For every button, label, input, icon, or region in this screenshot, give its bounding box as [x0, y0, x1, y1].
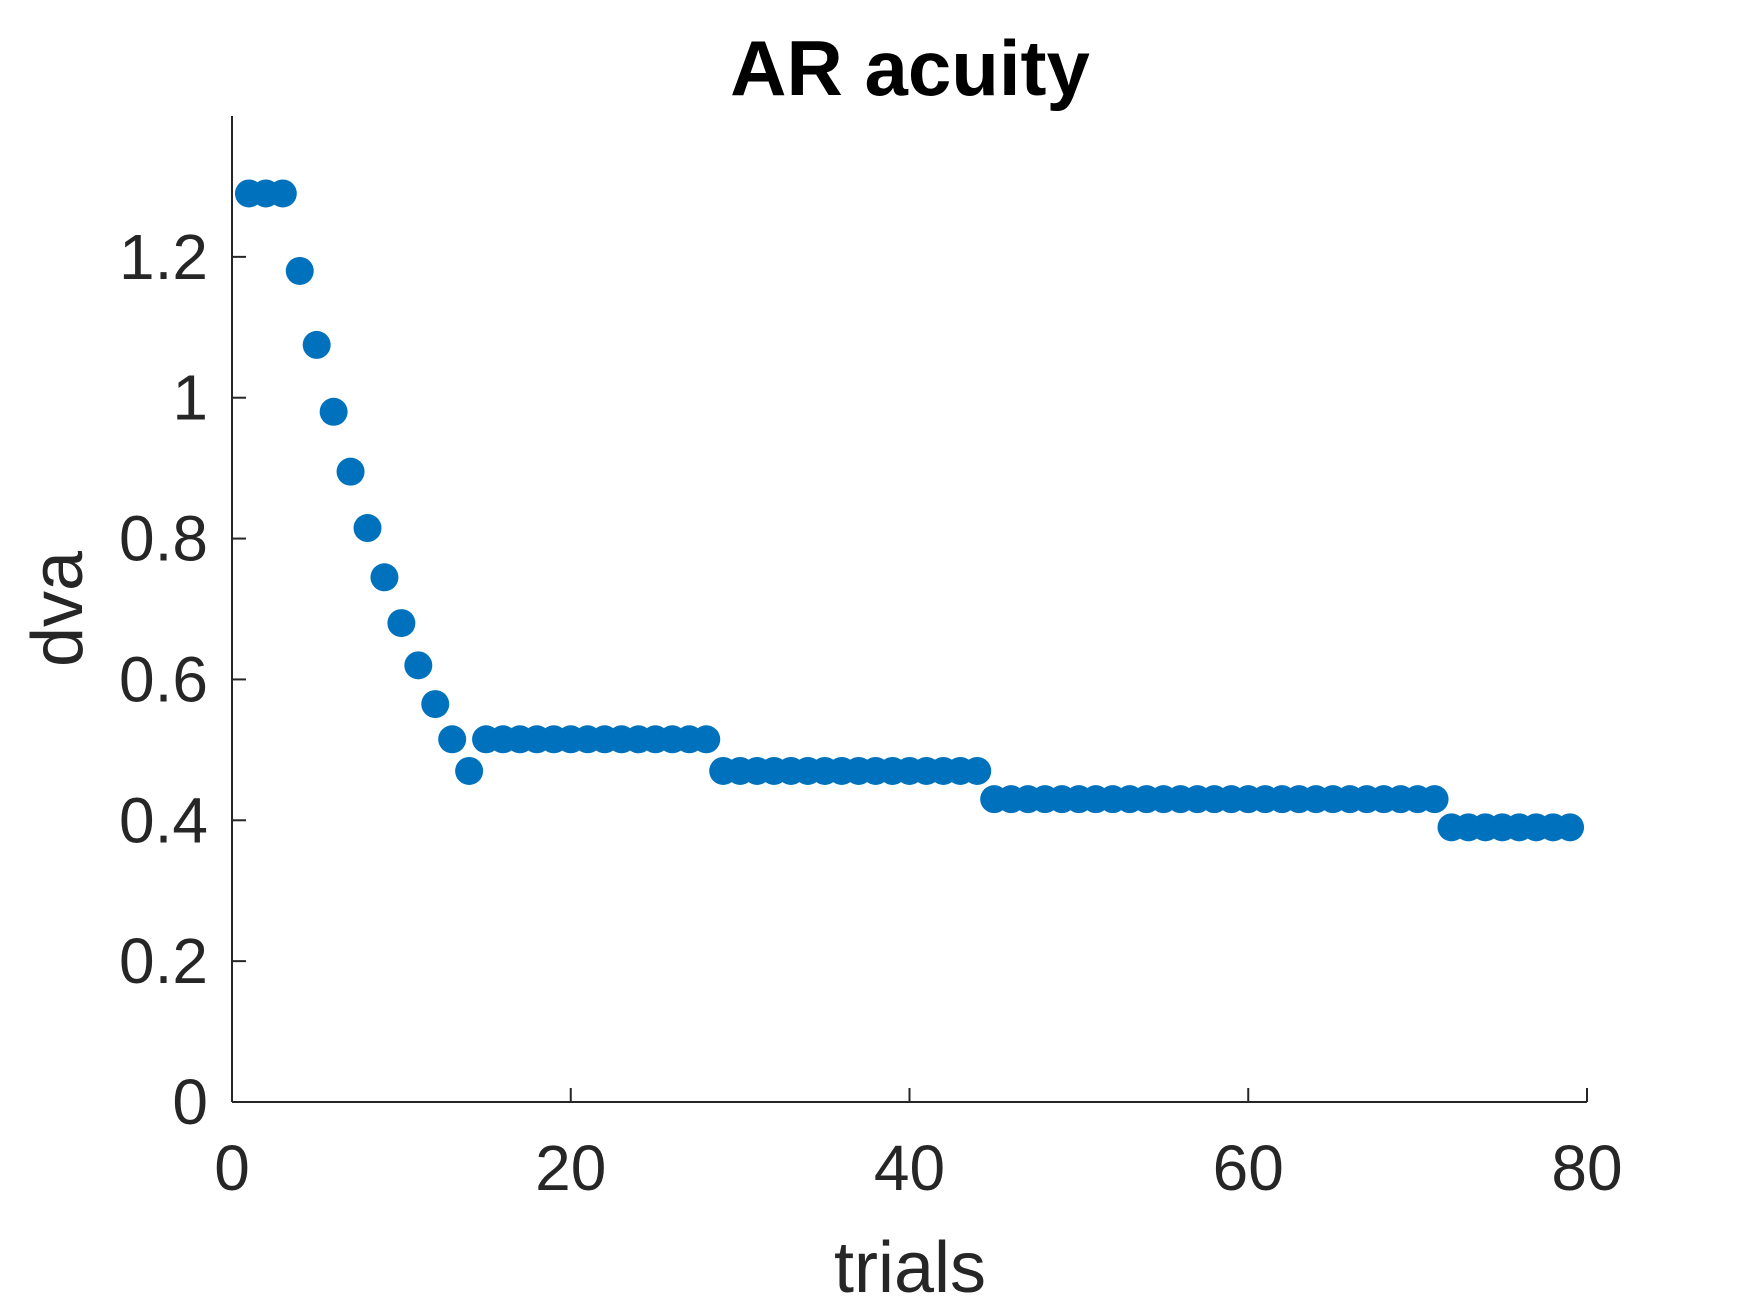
x-tick-label: 20	[535, 1132, 606, 1204]
data-point	[438, 725, 467, 754]
data-point	[319, 397, 348, 426]
x-axis-ticks: 0 20 40 60 80	[214, 1088, 1623, 1204]
x-tick-label: 80	[1551, 1132, 1622, 1204]
data-point	[353, 514, 382, 543]
data-point	[421, 690, 450, 719]
data-point	[387, 609, 416, 638]
y-tick-label: 1	[172, 362, 208, 434]
data-point	[1556, 813, 1585, 842]
data-point	[963, 756, 992, 785]
data-point	[455, 756, 484, 785]
y-tick-label: 0.8	[119, 503, 208, 575]
data-point	[302, 330, 331, 359]
data-point	[285, 256, 314, 285]
y-tick-label: 0.6	[119, 643, 208, 715]
y-tick-label: 0.4	[119, 784, 208, 856]
axes	[231, 116, 1587, 1103]
data-point	[404, 651, 433, 680]
y-tick-label: 0.2	[119, 925, 208, 997]
y-tick-label: 0	[172, 1066, 208, 1138]
data-point	[1420, 785, 1449, 814]
y-axis-label: dva	[18, 550, 98, 667]
data-point	[370, 563, 399, 592]
x-tick-label: 0	[214, 1132, 250, 1204]
chart-title: AR acuity	[730, 24, 1090, 112]
data-point	[692, 725, 721, 754]
data-point	[268, 179, 297, 208]
x-tick-label: 40	[874, 1132, 945, 1204]
y-axis-ticks: 0 0.2 0.4 0.6 0.8 1 1.2	[119, 221, 246, 1138]
data-point	[336, 457, 365, 486]
data-points	[234, 179, 1585, 842]
x-tick-label: 60	[1213, 1132, 1284, 1204]
y-tick-label: 1.2	[119, 221, 208, 293]
x-axis-label: trials	[834, 1228, 986, 1308]
